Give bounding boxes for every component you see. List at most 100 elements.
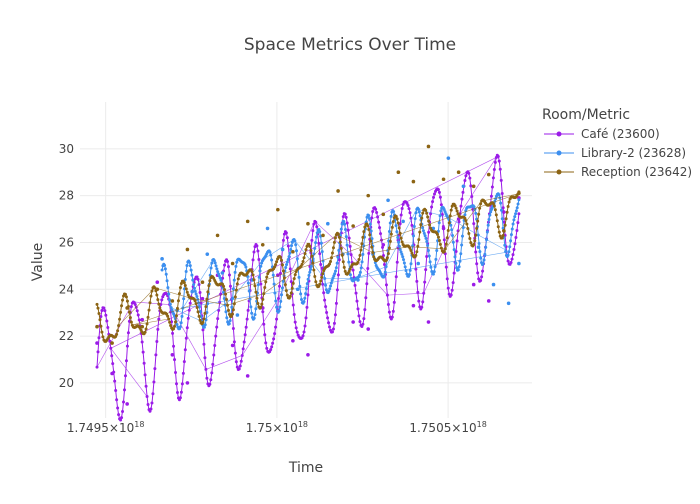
data-point: [451, 234, 454, 237]
data-point: [431, 200, 434, 203]
data-point: [227, 265, 230, 268]
data-point: [282, 269, 285, 272]
data-point: [203, 312, 206, 315]
data-point: [500, 179, 503, 182]
data-point: [288, 255, 291, 258]
data-point: [146, 322, 149, 325]
sample-point: [171, 353, 175, 357]
data-point: [450, 293, 453, 296]
sample-point: [366, 327, 370, 331]
data-point: [136, 309, 139, 312]
x-tick-mantissa: 1.7505×10: [409, 421, 476, 435]
data-point: [385, 265, 388, 268]
sample-point: [266, 227, 270, 231]
data-point: [459, 252, 462, 255]
data-point: [169, 324, 172, 327]
data-point: [285, 289, 288, 292]
data-point: [181, 382, 184, 385]
data-point: [320, 276, 323, 279]
data-point: [408, 207, 411, 210]
data-point: [421, 300, 424, 303]
sample-point: [462, 184, 466, 188]
data-point: [424, 209, 427, 212]
data-point: [313, 275, 316, 278]
data-point: [307, 278, 310, 281]
data-point: [176, 307, 179, 310]
sample-point: [502, 229, 506, 233]
data-point: [240, 360, 243, 363]
data-point: [343, 223, 346, 226]
data-point: [273, 332, 276, 335]
data-point: [516, 221, 519, 224]
data-point: [430, 205, 433, 208]
data-point: [420, 306, 423, 309]
data-point: [336, 256, 339, 259]
data-point: [304, 325, 307, 328]
sample-point: [155, 287, 159, 291]
y-tick-label: 28: [59, 189, 74, 203]
data-point: [509, 239, 512, 242]
data-point: [454, 262, 457, 265]
data-point: [475, 262, 478, 265]
data-point: [448, 221, 451, 224]
data-point: [352, 269, 355, 272]
data-point: [115, 333, 118, 336]
data-point: [173, 325, 176, 328]
data-point: [302, 260, 305, 263]
data-point: [504, 224, 507, 227]
data-point: [280, 259, 283, 262]
data-point: [273, 292, 276, 295]
data-point: [337, 233, 340, 236]
data-point: [172, 345, 175, 348]
data-point: [246, 318, 249, 321]
data-point: [281, 263, 284, 266]
x-tick-exponent: 18: [298, 420, 308, 429]
data-point: [238, 367, 241, 370]
data-point: [332, 328, 335, 331]
data-point: [193, 287, 196, 290]
data-point: [184, 284, 187, 287]
data-point: [330, 282, 333, 285]
data-point: [304, 248, 307, 251]
data-point: [157, 303, 160, 306]
data-point: [96, 366, 99, 369]
data-point: [511, 253, 514, 256]
data-point: [296, 331, 299, 334]
data-point: [215, 267, 218, 270]
data-point: [278, 285, 281, 288]
data-point: [473, 239, 476, 242]
data-point: [413, 225, 416, 228]
data-point: [342, 220, 345, 223]
legend-title: Room/Metric: [542, 107, 630, 123]
x-axis-label: Time: [288, 460, 323, 476]
data-point: [486, 231, 489, 234]
data-point: [197, 310, 200, 313]
data-point: [356, 261, 359, 264]
data-point: [403, 262, 406, 265]
data-point: [369, 223, 372, 226]
data-point: [398, 227, 401, 230]
data-point: [223, 288, 226, 291]
data-point: [114, 389, 117, 392]
data-point: [323, 299, 326, 302]
sample-point: [306, 222, 310, 226]
data-point: [416, 291, 419, 294]
data-point: [460, 198, 463, 201]
sample-point: [110, 341, 114, 345]
sample-point: [321, 234, 325, 238]
data-point: [479, 279, 482, 282]
data-point: [296, 257, 299, 260]
data-point: [474, 212, 477, 215]
data-point: [204, 323, 207, 326]
data-point: [498, 231, 501, 234]
sample-point: [397, 170, 401, 174]
data-point: [275, 260, 278, 263]
sample-point: [356, 278, 360, 282]
data-point: [507, 205, 510, 208]
data-point: [511, 258, 514, 261]
data-point: [422, 229, 425, 232]
data-point: [517, 203, 520, 206]
data-point: [469, 241, 472, 244]
data-point: [513, 242, 516, 245]
